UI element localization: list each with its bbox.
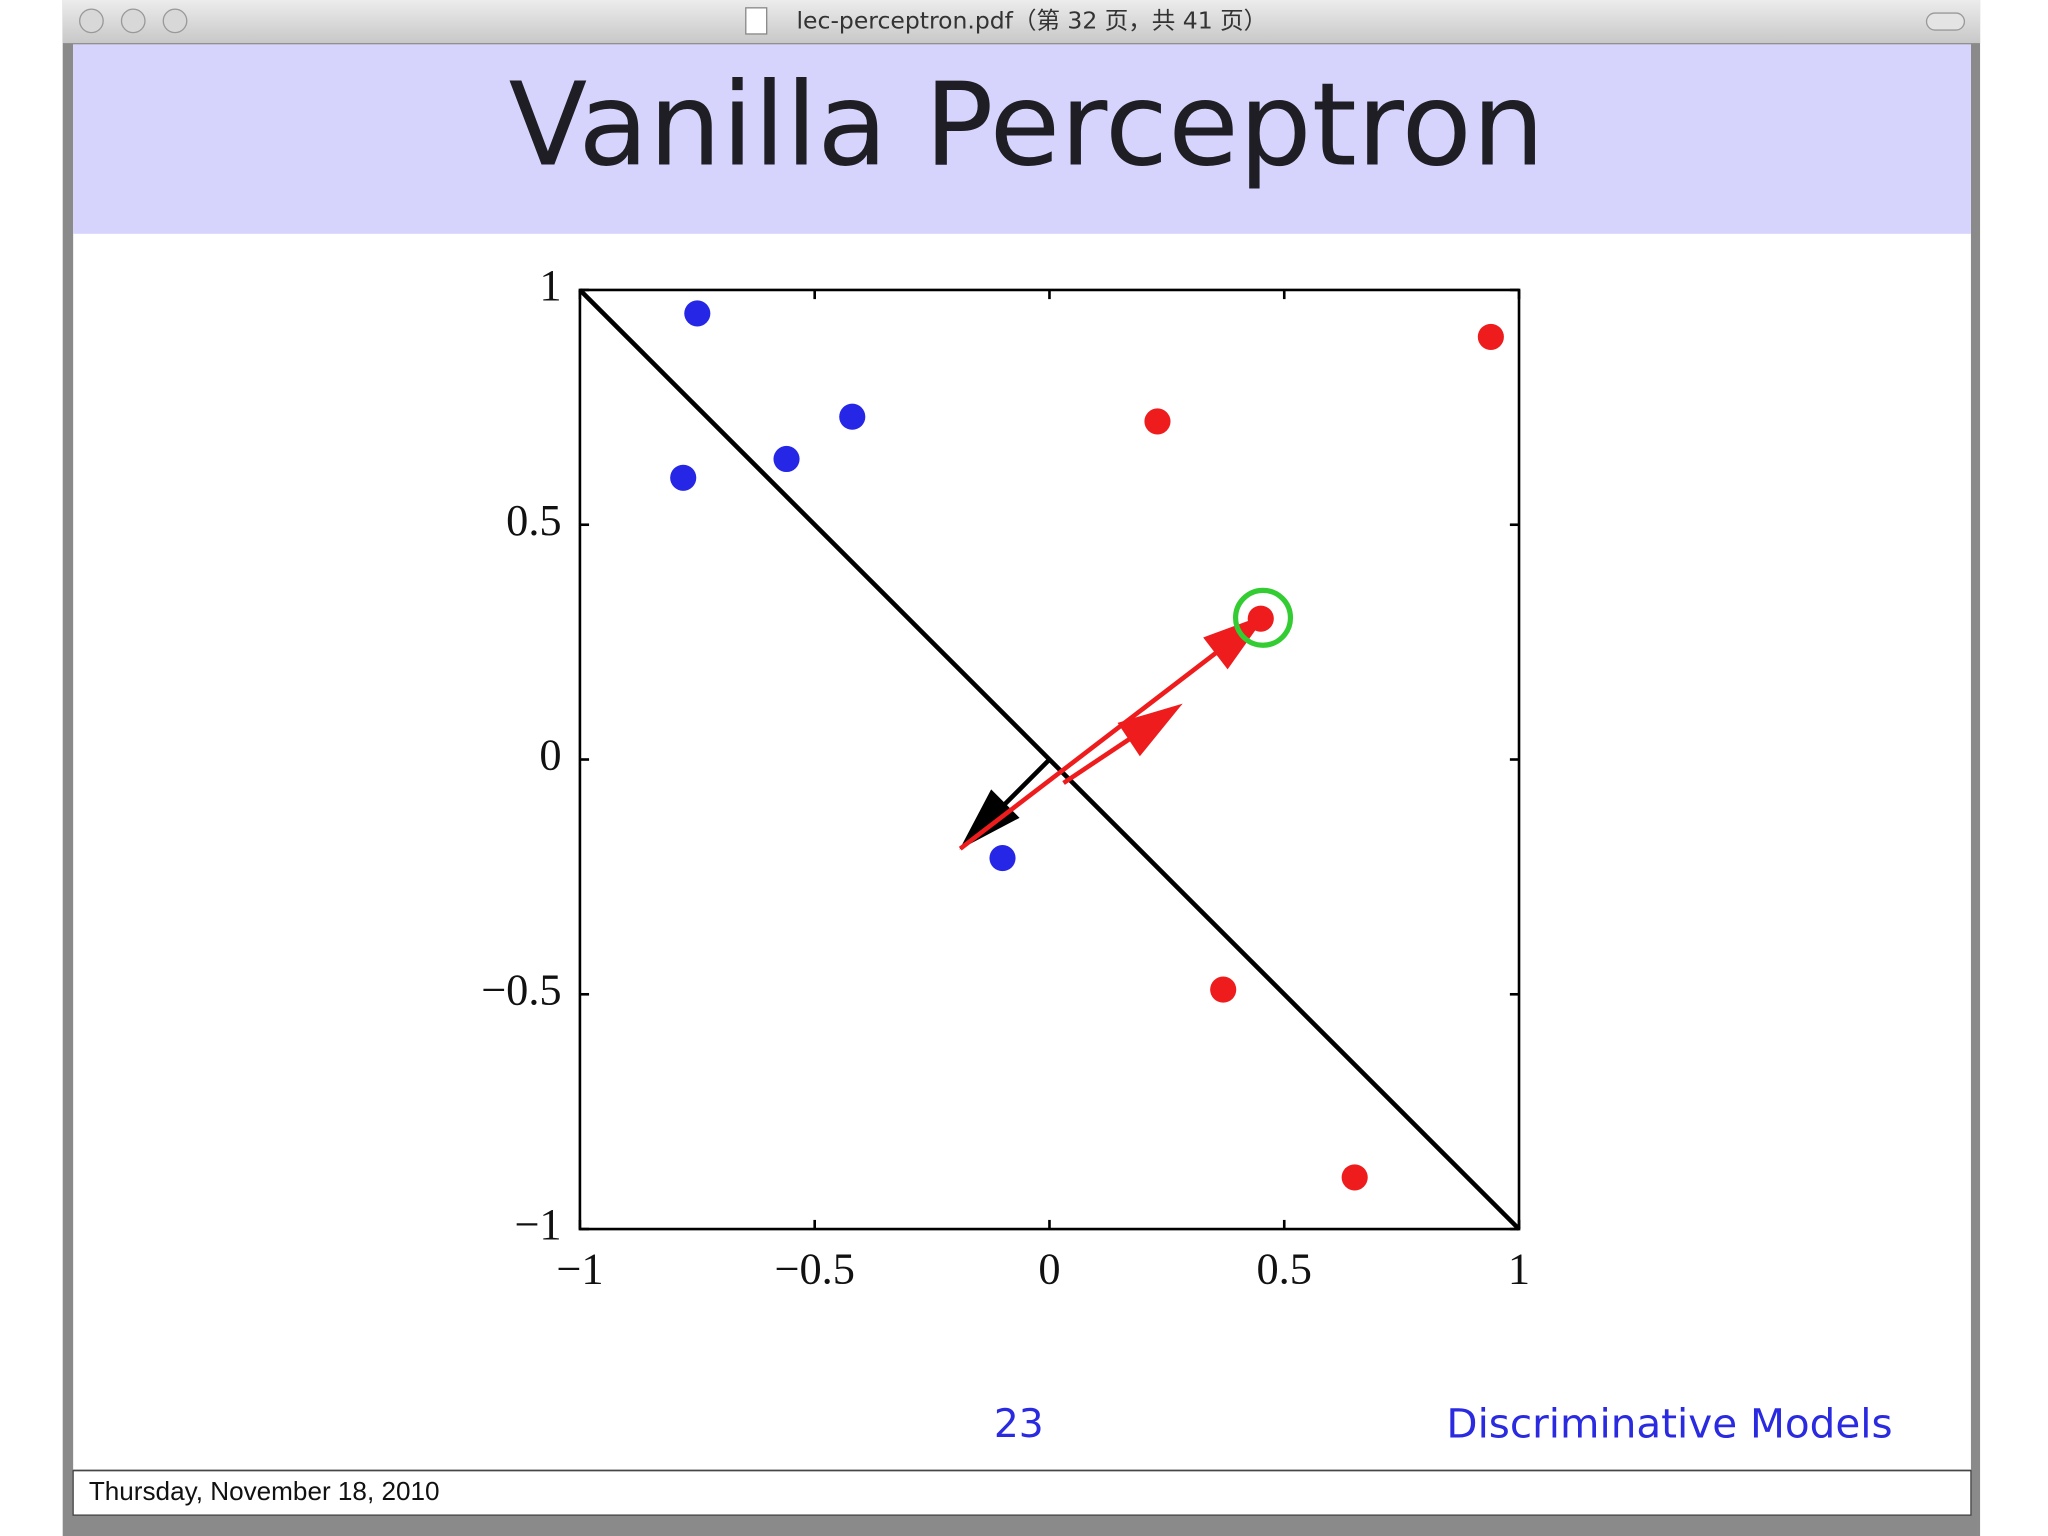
data-point (773, 445, 800, 473)
x-tick-label: 0 (1038, 1244, 1060, 1294)
data-point (1477, 323, 1504, 350)
data-point (839, 403, 866, 430)
zoom-button[interactable] (162, 8, 188, 34)
arrow (959, 757, 1052, 850)
slide-header (73, 44, 1971, 234)
slide-title: Vanilla Perceptron (509, 58, 1545, 192)
y-tick-label: 0.5 (506, 495, 562, 545)
y-tick-label: 1 (539, 260, 561, 310)
data-point (989, 845, 1016, 872)
y-tick-label: −1 (514, 1199, 561, 1249)
data-point (670, 464, 697, 491)
chart: −1 −0.5 0 0.5 1 −1 −0.5 0 0.5 1 (481, 260, 1530, 1294)
footer-date: Thursday, November 18, 2010 (89, 1476, 440, 1506)
minimize-button[interactable] (120, 8, 146, 34)
x-tick-label: −1 (556, 1244, 603, 1294)
section-name: Discriminative Models (1446, 1399, 1892, 1447)
footer-bar (72, 1470, 1972, 1516)
window-title: lec-perceptron.pdf（第 32 页，共 41 页） (797, 7, 1268, 35)
data-point (1144, 408, 1171, 435)
toolbar-button[interactable] (1925, 12, 1966, 31)
data-point (684, 300, 711, 327)
document-icon (745, 7, 768, 35)
x-tick-label: 0.5 (1256, 1244, 1312, 1294)
data-point (1341, 1164, 1368, 1191)
page-number: 23 (994, 1402, 1044, 1447)
y-tick-label: −0.5 (481, 964, 562, 1014)
y-tick-label: 0 (539, 730, 561, 780)
title-bar (62, 0, 1981, 44)
x-tick-label: 1 (1508, 1244, 1530, 1294)
data-point (1210, 976, 1237, 1003)
close-button[interactable] (79, 8, 104, 34)
arrow (1062, 703, 1183, 785)
arrow (958, 613, 1267, 851)
x-tick-label: −0.5 (774, 1244, 855, 1294)
highlight-ring (1232, 587, 1294, 648)
